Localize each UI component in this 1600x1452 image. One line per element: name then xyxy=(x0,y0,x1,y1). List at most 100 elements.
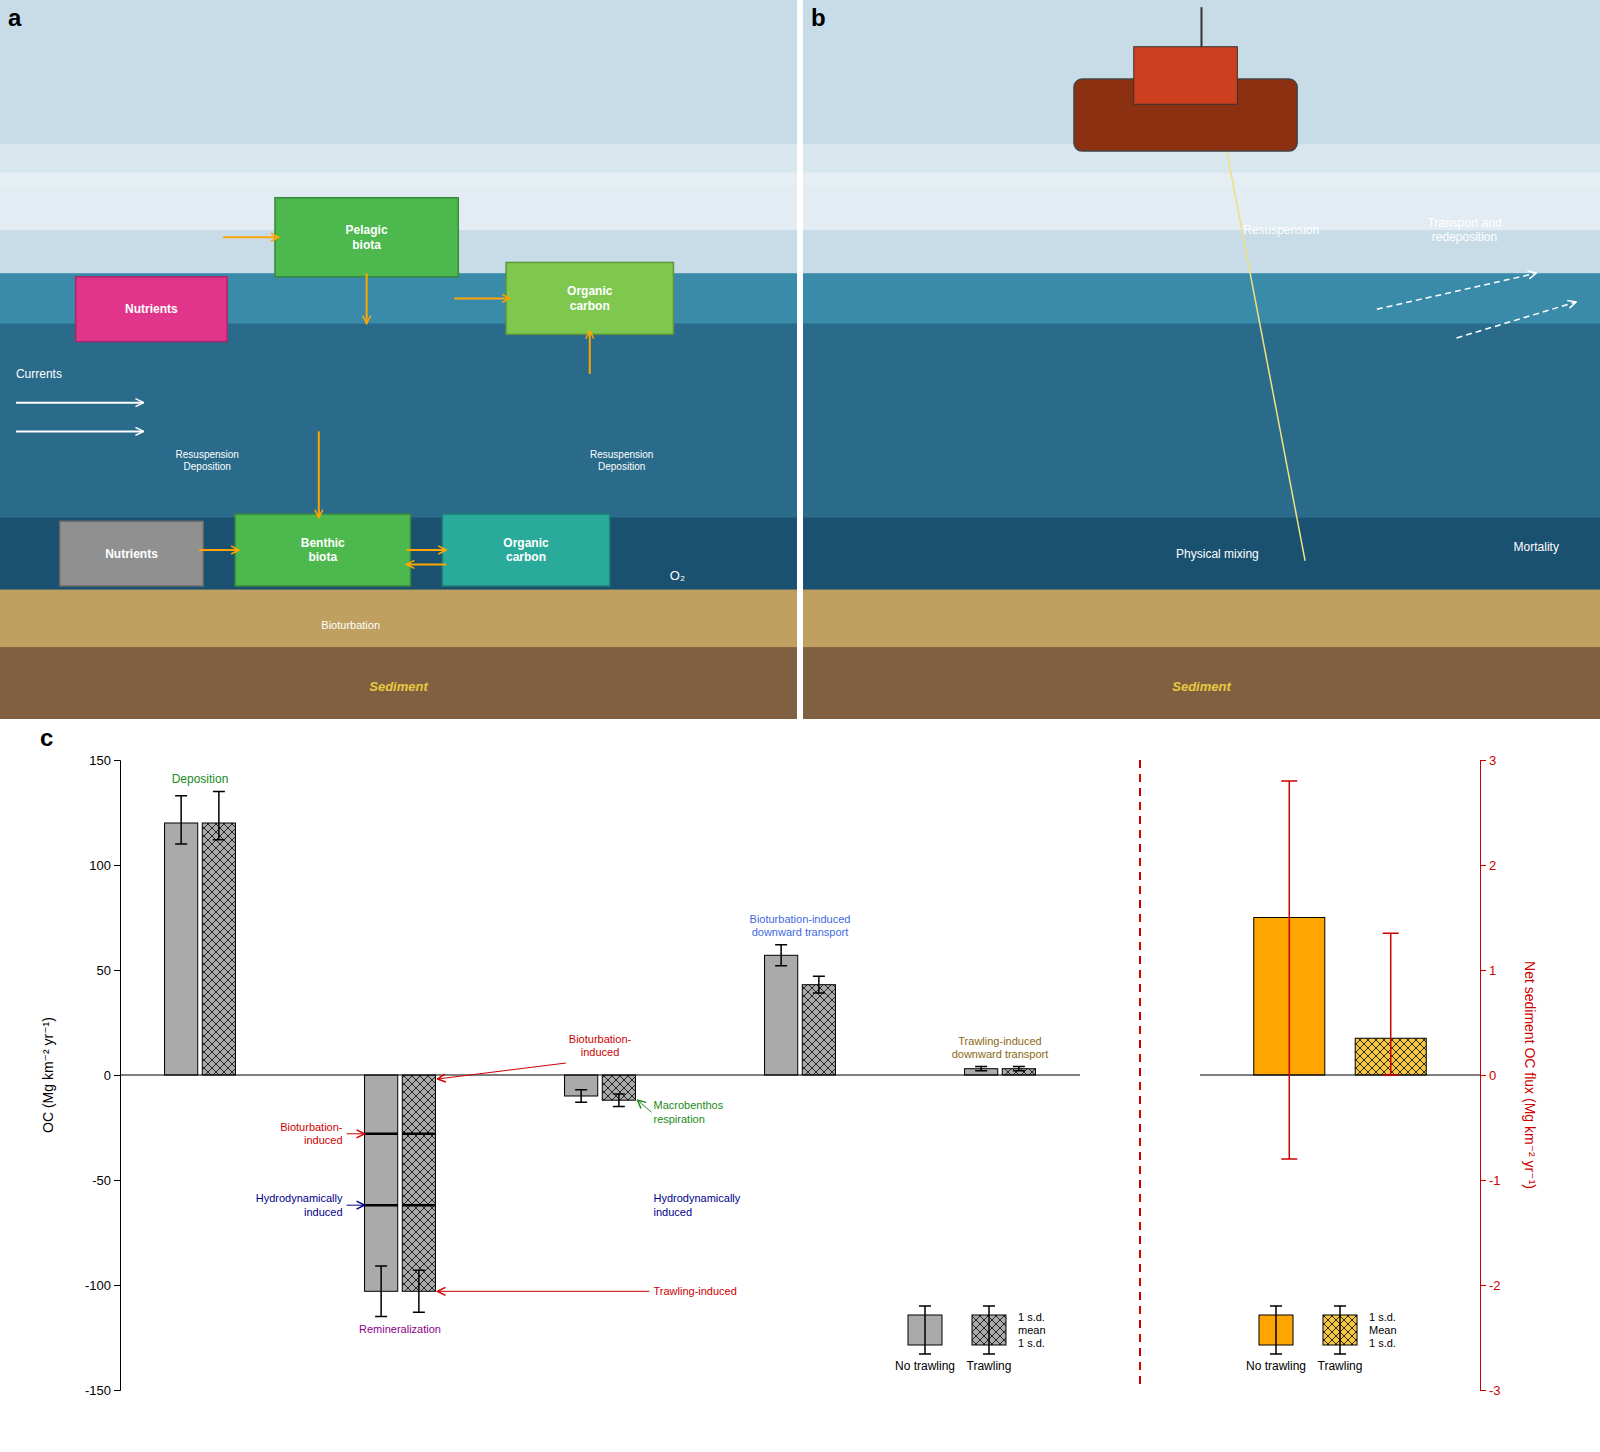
tick-label: -1 xyxy=(1489,1173,1501,1188)
text-line: biota xyxy=(352,238,381,252)
annotation: Currents xyxy=(16,367,62,381)
legend-error xyxy=(1270,1306,1282,1354)
separator xyxy=(1139,760,1141,1390)
box xyxy=(76,277,227,342)
bar-chart: -150-100-50050100150OC (Mg km⁻² yr⁻¹)cDe… xyxy=(40,724,1080,1398)
annotation: Remineralization xyxy=(359,1323,441,1335)
plot-area xyxy=(120,792,1080,1317)
annotation: Hydrodynamicallyinduced xyxy=(256,1192,343,1217)
tick: 3 xyxy=(1480,753,1496,768)
tick-label: -50 xyxy=(92,1173,111,1188)
text-line: Sediment xyxy=(1172,679,1231,694)
box xyxy=(442,514,609,586)
text-line: b xyxy=(811,4,826,31)
tick: 0 xyxy=(1480,1068,1496,1083)
arrow xyxy=(366,273,368,323)
y-axis: -3-2-10123 xyxy=(1480,753,1501,1398)
text-line: Resuspension xyxy=(176,449,239,460)
annotation: Deposition xyxy=(172,772,229,786)
box-label: Nutrients xyxy=(125,302,178,316)
text-line: Resuspension xyxy=(590,449,653,460)
annotation: Mortality xyxy=(1514,540,1559,554)
tick: 150 xyxy=(89,753,120,768)
error-bar xyxy=(975,1067,987,1071)
divider xyxy=(402,1204,435,1207)
arrow xyxy=(1457,302,1577,338)
box xyxy=(60,521,203,586)
error-bar xyxy=(375,1266,387,1316)
text-line: Trawling-induced xyxy=(958,1035,1041,1047)
error-bar xyxy=(613,1094,625,1107)
annotation: Sediment xyxy=(369,679,428,694)
tick-mark xyxy=(114,1075,120,1076)
box xyxy=(275,198,458,277)
tick: -2 xyxy=(1480,1278,1501,1293)
layer xyxy=(0,144,797,187)
arrow xyxy=(318,431,320,517)
text-line: induced xyxy=(304,1134,343,1146)
annotation: O₂ xyxy=(670,568,685,583)
text-line: Benthic xyxy=(301,536,345,550)
bar xyxy=(165,823,198,1075)
divider xyxy=(365,1133,398,1136)
tick-mark xyxy=(1480,1180,1486,1181)
arrow xyxy=(437,1063,566,1079)
tick-mark xyxy=(114,1180,120,1181)
text-line: Trawling xyxy=(967,1359,1012,1373)
text-line: Physical mixing xyxy=(1176,547,1259,561)
box-label: Nutrients xyxy=(105,547,158,561)
divider xyxy=(365,1204,398,1207)
arrow xyxy=(406,549,446,551)
background xyxy=(0,0,1600,1452)
error-bar xyxy=(175,796,187,844)
tick-label: 2 xyxy=(1489,858,1496,873)
tick-mark xyxy=(1480,970,1486,971)
annotation: Macrobenthosrespiration xyxy=(653,1099,723,1124)
annotation: Trawling-induceddownward transport xyxy=(952,1035,1049,1060)
arrow xyxy=(437,1291,649,1292)
panel-label: b xyxy=(811,4,826,31)
annotation: Transport andredeposition xyxy=(1427,216,1501,244)
text-line: Deposition xyxy=(172,772,229,786)
error-bar xyxy=(1013,1067,1025,1071)
figure: PelagicbiotaOrganiccarbonNutrientsBenthi… xyxy=(0,0,1600,1452)
text-line: Deposition xyxy=(598,461,645,472)
tick-label: 0 xyxy=(1489,1068,1496,1083)
axis-line xyxy=(1481,761,1487,1391)
tick-mark xyxy=(1480,1390,1486,1391)
text-line: No trawling xyxy=(895,1359,955,1373)
tick-mark xyxy=(1480,1075,1486,1076)
tick: 1 xyxy=(1480,963,1496,978)
bar xyxy=(365,1075,398,1291)
text-line: Pelagic xyxy=(346,223,388,237)
text-line: Remineralization xyxy=(359,1323,441,1335)
annotation: Sediment xyxy=(1172,679,1231,694)
tick-mark xyxy=(114,865,120,866)
tick-mark xyxy=(114,1390,120,1391)
text-line: biota xyxy=(308,550,337,564)
axis-line xyxy=(114,761,121,1391)
text-line: Nutrients xyxy=(105,547,158,561)
text-line: Organic xyxy=(567,284,613,298)
y-axis-title: OC (Mg km⁻² yr⁻¹) xyxy=(40,1017,56,1133)
text-line: redeposition xyxy=(1432,230,1497,244)
box xyxy=(235,514,410,586)
error-bar xyxy=(813,976,825,993)
layer xyxy=(0,0,797,288)
text-line: induced xyxy=(304,1206,343,1218)
layer xyxy=(803,647,1600,719)
boat-mast xyxy=(1201,7,1203,47)
tick-mark xyxy=(1480,865,1486,866)
tick-label: 1 xyxy=(1489,963,1496,978)
text-line: induced xyxy=(581,1046,620,1058)
text-line: c xyxy=(40,724,53,751)
annotations: DepositionBioturbation-inducedHydrodynam… xyxy=(172,772,1049,1336)
text-line: carbon xyxy=(570,299,610,313)
legend-label: Trawling xyxy=(967,1359,1012,1373)
text-line: Nutrients xyxy=(125,302,178,316)
legend-note: 1 s.d.Mean1 s.d. xyxy=(1369,1311,1397,1349)
text-line: Currents xyxy=(16,367,62,381)
annotation: Bioturbation-induceddownward transport xyxy=(750,913,851,938)
boat-cabin xyxy=(1134,47,1238,105)
text-line: Mortality xyxy=(1514,540,1559,554)
